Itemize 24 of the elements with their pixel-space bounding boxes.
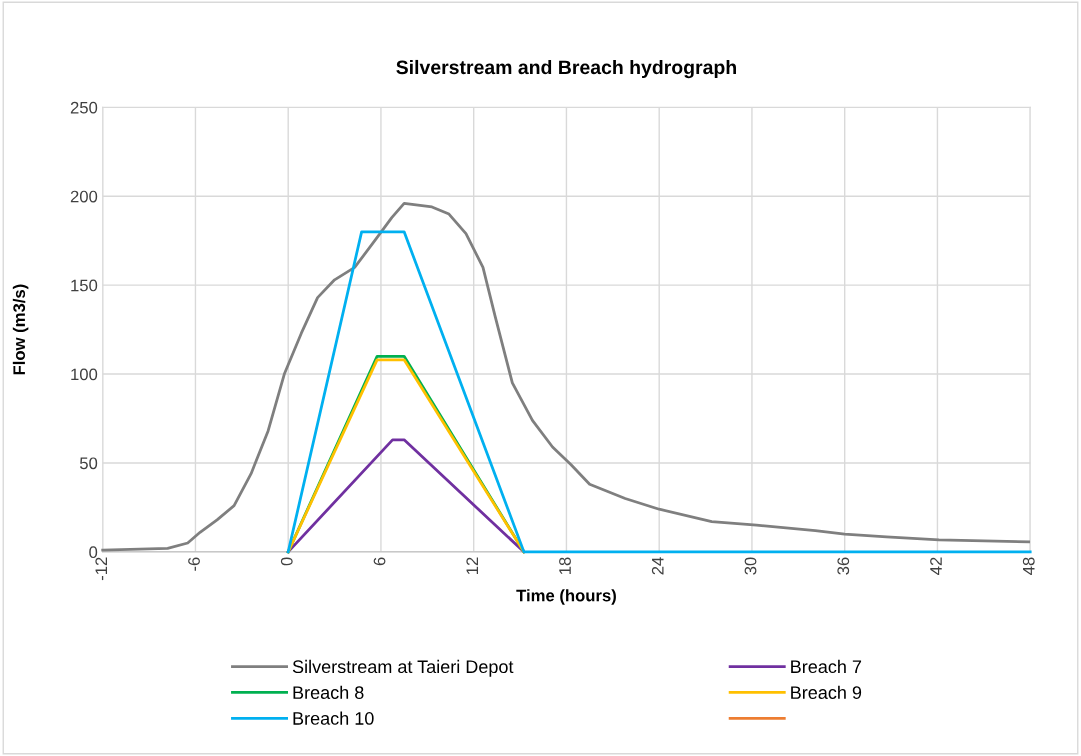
x-tick-label: 30 (744, 557, 757, 575)
x-tick-label: 18 (559, 557, 571, 575)
legend-label: Breach 7 (791, 659, 862, 674)
x-axis-title: Time (hours) (516, 589, 616, 605)
chart-title: Silverstream and Breach hydrograph (396, 59, 736, 79)
y-tick-label: 150 (71, 279, 98, 292)
legend-label: Silverstream at Taieri Depot (292, 659, 514, 677)
y-tick-label: 250 (70, 101, 98, 114)
x-tick-label: -12 (95, 557, 107, 581)
x-tick-label: -6 (188, 557, 200, 571)
x-tick-label: 24 (651, 557, 664, 575)
y-tick-label: 200 (70, 190, 98, 203)
legend-label: Breach 8 (293, 685, 364, 699)
x-tick-label: 0 (280, 557, 293, 566)
x-tick-label: 42 (930, 557, 942, 575)
x-tick-label: 6 (373, 557, 386, 566)
x-tick-label: 48 (1022, 557, 1035, 575)
legend-label: Breach 10 (293, 711, 374, 725)
y-axis-title: Flow (m3/s) (12, 284, 29, 375)
x-tick-label: 36 (837, 557, 850, 575)
y-tick-label: 100 (71, 368, 98, 381)
legend-label: Breach 9 (791, 685, 862, 699)
y-tick-label: 50 (79, 457, 98, 470)
x-tick-label: 12 (466, 557, 478, 575)
